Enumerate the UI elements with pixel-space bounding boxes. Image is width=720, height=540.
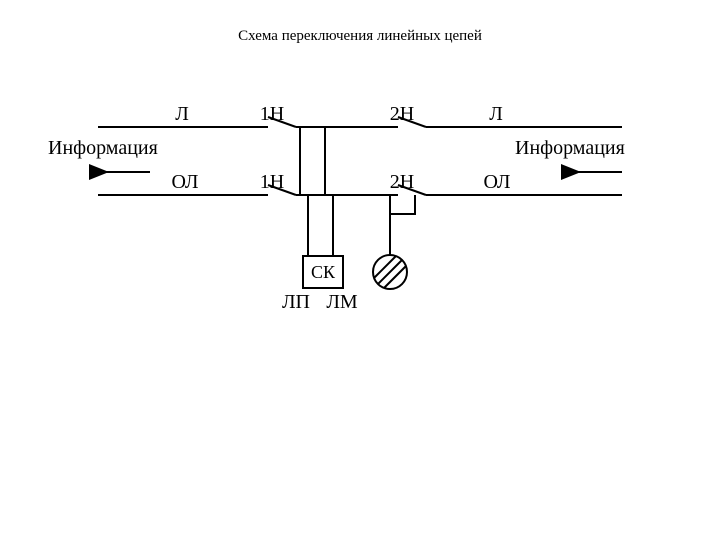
label-2H-bot: 2Н [390,171,414,193]
label-2H-top: 2Н [390,103,414,125]
label-info-right: Информация [515,137,625,159]
label-OL-left: ОЛ [171,171,198,193]
label-LP: ЛП [282,291,310,313]
diagram-title: Схема переключения линейных цепей [0,28,720,45]
lamp-icon [373,255,407,289]
label-info-left: Информация [48,137,158,159]
diagram-svg: СК Л Л ОЛ ОЛ 1Н 2Н 1Н 2Н Информация Инфо… [0,0,720,540]
sk-box-label: СК [311,262,336,282]
label-L-left: Л [175,103,189,125]
label-1H-top: 1Н [260,103,284,125]
label-1H-bot: 1Н [260,171,284,193]
label-OL-right: ОЛ [483,171,510,193]
label-L-right: Л [489,103,503,125]
circle-hook [390,195,415,214]
label-LM: ЛМ [326,291,358,313]
